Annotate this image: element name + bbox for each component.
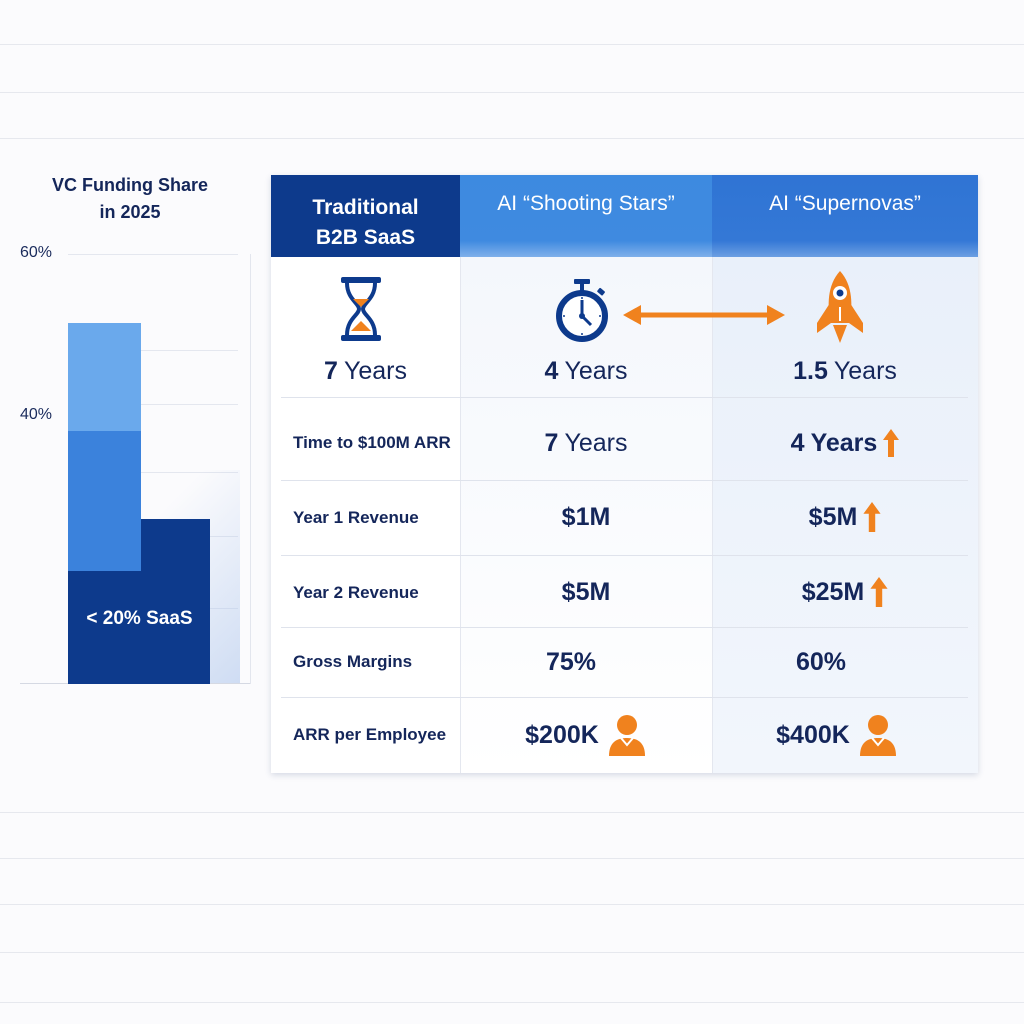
person-icon [859, 715, 896, 756]
traditional-years: 7 Years [271, 351, 460, 391]
column-bg-supernovas [712, 257, 978, 773]
row-label-year-2-revenue: Year 2 Revenue [293, 583, 419, 602]
column-divider [460, 257, 461, 773]
header-ai-supernovas: AI “Supernovas” [712, 175, 978, 257]
header-ai-shooting-stars: AI “Shooting Stars” [460, 175, 712, 257]
shooting-stars-years: 4 Years [460, 351, 712, 391]
bar-2[interactable] [141, 519, 210, 684]
background-line [0, 92, 1024, 93]
value-number: 4 [790, 428, 805, 457]
y-tick-60: 60% [20, 244, 53, 261]
comparison-table: Traditional B2B SaaS AI “Shooting Stars”… [271, 175, 978, 773]
row-divider [281, 397, 968, 398]
value-number: 75% [545, 647, 597, 676]
header-traditional-b2b-saas: Traditional B2B SaaS [271, 175, 460, 257]
header-label: AI “Shooting Stars” [497, 192, 675, 215]
row-divider [281, 555, 968, 556]
value-number: 60% [795, 647, 847, 676]
supernovas-years: 1.5 Years [712, 351, 978, 391]
hourglass-icon [341, 277, 381, 341]
header-line1: Traditional [312, 196, 419, 219]
chart-title-line1: VC Funding Share [51, 175, 208, 195]
gridline [68, 404, 238, 405]
value-number: 1.5 [793, 356, 828, 385]
value-number: $5M [561, 577, 611, 606]
y-tick-40: 40% [20, 406, 53, 423]
row-divider [281, 480, 968, 481]
value-number: 7 [544, 428, 559, 457]
double-arrow-icon [623, 305, 785, 325]
gridline [68, 350, 238, 351]
gross-margins-shooting-stars: 75% [460, 642, 682, 682]
row-label-time-to-100m-arr: Time to $100M ARR [293, 433, 451, 452]
year1-revenue-shooting-stars: $1M [460, 497, 712, 537]
column-bg-shooting-stars [460, 257, 712, 773]
rocket-icon [817, 271, 863, 343]
background-line [0, 812, 1024, 813]
time-to-arr-supernovas: 4 Years [712, 423, 978, 463]
value-number: $25M [801, 577, 865, 606]
header-line2: B2B SaaS [315, 226, 416, 249]
background-line [0, 858, 1024, 859]
header-label: AI “Supernovas” [769, 192, 921, 215]
bar-1-light-segment[interactable] [68, 323, 141, 431]
value-number: 7 [324, 356, 338, 385]
arr-per-employee-supernovas: $400K [712, 713, 962, 757]
arr-per-employee-shooting-stars: $200K [460, 713, 712, 757]
time-to-arr-shooting-stars: 7 Years [460, 423, 712, 463]
arrow-up-icon [870, 577, 888, 607]
stopwatch-icon [556, 279, 608, 342]
row-divider [281, 697, 968, 698]
background-line [0, 904, 1024, 905]
row-label-year-1-revenue: Year 1 Revenue [293, 508, 419, 527]
background-line [0, 952, 1024, 953]
year2-revenue-supernovas: $25M [712, 572, 978, 612]
bar-1-mid-segment[interactable] [68, 431, 141, 571]
value-unit: Years [564, 356, 628, 385]
value-number: $5M [808, 502, 858, 531]
arrow-up-icon [883, 429, 900, 457]
bar-annotation: < 20% SaaS [86, 608, 193, 629]
value-number: 4 [544, 356, 559, 385]
background-line [0, 1002, 1024, 1003]
gridline [68, 254, 238, 255]
person-icon [608, 715, 645, 756]
row-divider [281, 627, 968, 628]
year2-revenue-shooting-stars: $5M [460, 572, 712, 612]
chart-title: VC Funding Share in 2025 [30, 172, 230, 226]
row-label-gross-margins: Gross Margins [293, 652, 413, 671]
column-divider [712, 257, 713, 773]
bar-1-dark-segment[interactable] [68, 571, 141, 684]
gross-margins-supernovas: 60% [712, 642, 930, 682]
value-number: $400K [776, 720, 850, 749]
value-number: $200K [525, 720, 599, 749]
value-unit: Years [343, 356, 407, 385]
background-line [0, 44, 1024, 45]
arrow-up-icon [863, 502, 881, 532]
column-bg-traditional [271, 257, 460, 773]
value-unit: Years [564, 428, 628, 457]
value-unit: Years [810, 428, 878, 457]
year1-revenue-supernovas: $5M [712, 497, 978, 537]
chart-title-line2: in 2025 [99, 202, 161, 222]
value-number: $1M [561, 502, 611, 531]
value-unit: Years [833, 356, 897, 385]
row-label-arr-per-employee: ARR per Employee [293, 725, 447, 744]
background-line [0, 138, 1024, 139]
